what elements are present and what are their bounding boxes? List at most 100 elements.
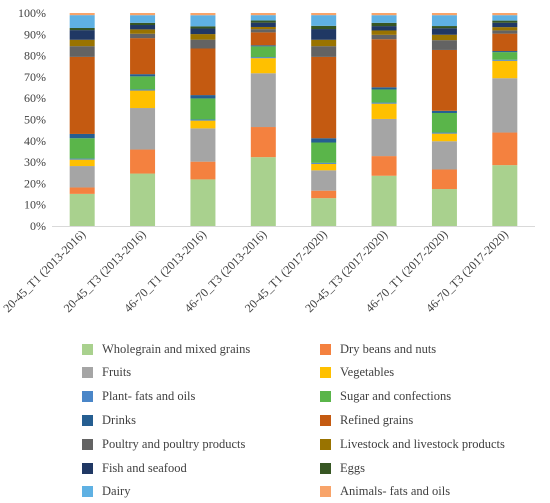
legend-item: Vegetables [320,362,394,384]
legend-item: Dairy [82,481,130,503]
chart-legend: Wholegrain and mixed grains Dry beans and… [0,336,550,500]
y-tick-label: 10% [24,198,46,212]
bar-segment [250,157,276,226]
legend-item: Livestock and livestock products [320,433,505,455]
bar-segment [371,30,397,35]
bar-segment [311,46,337,57]
legend-item: Sugar and confections [320,386,451,408]
bar-segment [431,133,457,142]
bar-segment [431,49,457,111]
bar-segment [69,159,95,167]
legend-swatch [82,343,93,355]
bar-segment [431,112,457,133]
bar-segment [69,133,95,139]
bar-segment [371,22,397,27]
legend-label: Fruits [102,365,132,380]
bar-segment [190,13,216,16]
bar-segment [69,138,95,159]
bar-segment [190,179,216,226]
bar-segment [130,89,156,91]
bar-segment [371,39,397,88]
bar-segment [190,48,216,96]
legend-swatch [320,391,331,403]
bar-segment [190,161,216,180]
bar-segment [190,95,216,99]
legend-label: Plant- fats and oils [102,389,196,404]
bar-segment [130,173,156,226]
bar-segment [492,13,518,16]
y-tick-label: 70% [24,70,46,84]
bar-segment [431,40,457,50]
bar-segment [371,87,397,90]
legend-label: Wholegrain and mixed grains [102,341,251,356]
bar-segment [492,165,518,226]
legend-item: Drinks [82,409,136,431]
bar-segment [250,45,276,47]
bar-segment [69,187,95,194]
bar-segment [190,119,216,121]
legend-item: Eggs [320,457,365,479]
legend-swatch [320,414,331,426]
bar-segment [311,29,337,40]
legend-label: Poultry and poultry products [102,436,246,451]
bar-segment [190,39,216,49]
bar-segment [69,56,95,134]
bar-segment [190,15,216,27]
legend-item: Dry beans and nuts [320,338,436,360]
bar-segment [69,193,95,226]
bar-segment [492,20,518,23]
legend-item: Fruits [82,362,131,384]
bar-segment [492,51,518,53]
bar-segment [130,74,156,77]
bar-segment [311,13,337,16]
bar-segment [69,15,95,28]
bar-segment [492,52,518,60]
bar-segment [371,175,397,226]
bar-segment [492,15,518,21]
bar-segment [311,170,337,191]
legend-item: Plant- fats and oils [82,386,195,408]
bar-segment [311,39,337,47]
bar-segment [130,22,156,26]
bar-segment [250,32,276,46]
y-tick-label: 100% [18,6,46,20]
bar-segment [69,46,95,57]
bar-segment [311,56,337,139]
legend-item: Refined grains [320,409,413,431]
bar-segment [492,132,518,166]
legend-label: Livestock and livestock products [340,436,505,451]
bar-segment [130,108,156,150]
bar-segment [431,15,457,27]
bar-segment [69,39,95,47]
bar-segment [130,29,156,34]
bar-segment [371,15,397,23]
y-tick-label: 30% [24,155,46,169]
bar-segment [190,34,216,40]
legend-item: Wholegrain and mixed grains [82,338,250,360]
bar-segment [130,25,156,30]
legend-swatch [320,462,331,474]
bar-segment [311,142,337,163]
legend-swatch [82,438,93,450]
bar-segment [69,30,95,40]
bar-segment [130,15,156,23]
bar-segment [311,25,337,30]
legend-swatch [320,367,331,379]
bar-segment [311,190,337,199]
bar-segment [371,26,397,31]
bar-segment [371,118,397,157]
bar-segment [371,156,397,176]
legend-item: Poultry and poultry products [82,433,245,455]
legend-label: Sugar and confections [340,389,452,404]
bar-segment [371,103,397,119]
bar-segment [250,26,276,30]
legend-label: Dairy [102,484,131,499]
bar-segment [250,22,276,27]
bar-segment [250,13,276,16]
legend-swatch [82,391,93,403]
bar-segment [250,29,276,33]
bar-segment [311,198,337,226]
bar-segment [431,28,457,35]
bar-segment [190,120,216,129]
bar-segment [431,189,457,226]
